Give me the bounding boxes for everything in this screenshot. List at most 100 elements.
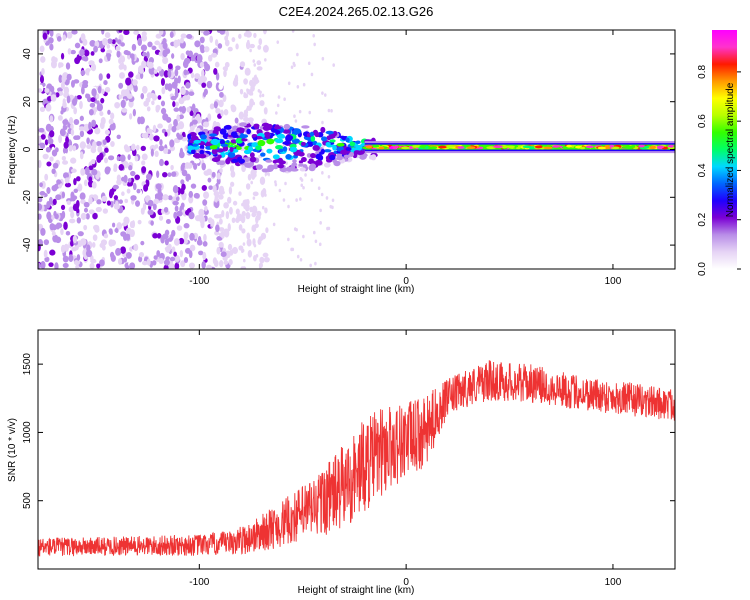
spectrogram-cell	[310, 152, 316, 159]
spectrogram-panel: -100 0 100 -40 -20 0 20 40 Height of straight …	[7, 29, 680, 295]
spectrogram-cell	[283, 123, 291, 130]
spectrogram-cell	[46, 161, 52, 167]
spectrogram-cell	[180, 87, 186, 96]
spectrogram-cell	[231, 217, 236, 224]
spectrogram-cell	[120, 42, 125, 47]
spectrogram-cell	[66, 31, 73, 39]
spectrogram-cell	[149, 92, 156, 98]
spectrogram-cell	[329, 154, 336, 161]
spectrogram-cell	[114, 101, 121, 109]
spectrogram-cell	[343, 154, 350, 159]
spectrogram-cell	[209, 35, 214, 43]
spectrogram-cell	[110, 251, 115, 259]
spectrogram-cell	[285, 134, 294, 141]
spectrogram-cell	[140, 72, 144, 79]
spectrogram-cell	[179, 250, 184, 258]
spectrogram-cell	[312, 34, 316, 38]
spectrogram-cell	[411, 145, 420, 148]
spectrogram-cell	[219, 91, 224, 98]
spectrogram-cell	[100, 47, 106, 53]
spectrogram-cell	[261, 93, 265, 98]
spectrogram-cell	[300, 178, 304, 182]
spectrogram-cell	[143, 132, 149, 139]
spectrogram-cell	[224, 35, 229, 42]
spectrogram-cell	[315, 153, 323, 160]
spectrogram-cell	[211, 149, 218, 155]
spectrogram-cell	[49, 223, 55, 231]
spectrogram-cell	[247, 117, 254, 123]
spectrogram-cell	[63, 221, 68, 230]
spectrogram-cell	[160, 100, 166, 107]
spectrogram-cell	[309, 163, 317, 169]
spectrogram-cell	[123, 30, 130, 36]
spectrogram-cell	[54, 122, 60, 128]
spectrogram-cell	[259, 93, 262, 98]
chart-title: C2E4.2024.265.02.13.G26	[279, 4, 434, 19]
spectrogram-cell	[143, 100, 149, 107]
spectrogram-cell	[163, 147, 169, 155]
spectrogram-cell	[141, 85, 148, 94]
spectrogram-cell	[94, 127, 101, 135]
spectrogram-cell	[230, 131, 238, 138]
spectrogram-cell	[82, 38, 88, 46]
spectrogram-cell	[113, 203, 120, 210]
spectrogram-cell	[202, 241, 208, 247]
spectrogram-cell	[154, 144, 159, 149]
spectrogram-cell	[185, 173, 191, 182]
spectrogram-cell	[266, 148, 273, 154]
spectrogram-cell	[327, 108, 331, 113]
spectrogram-cell	[83, 123, 90, 132]
spectrogram-cell	[200, 76, 208, 82]
spectrogram-cell	[51, 231, 56, 237]
spectrogram-cell	[40, 261, 46, 269]
spectrogram-cell	[89, 70, 94, 79]
spectrogram-cell	[675, 146, 680, 149]
spectrogram-cell	[70, 128, 75, 136]
spectrogram-cell	[161, 208, 165, 215]
spectrogram-cell	[90, 63, 97, 72]
spectrogram-cell	[245, 105, 252, 111]
spectrogram-cell	[73, 259, 81, 266]
spectrogram-cell	[204, 205, 208, 212]
spectrogram-cell	[48, 196, 53, 205]
spectrogram-cell	[223, 260, 229, 265]
spectrogram-cell	[64, 182, 72, 188]
spectrogram-cell	[64, 177, 70, 184]
spectrogram-cell	[190, 148, 196, 155]
spectrogram-cell	[277, 163, 285, 169]
spectrogram-cell	[292, 61, 296, 66]
spectrogram-cell	[130, 170, 136, 177]
spectrogram-y-label: Frequency (Hz)	[7, 116, 18, 185]
spectrogram-cell	[214, 61, 220, 68]
spectrogram-cell	[223, 202, 229, 209]
spectrogram-cell	[69, 218, 76, 224]
spectrogram-cell	[41, 67, 45, 76]
spectrogram-cell	[140, 240, 145, 246]
spectrogram-cell	[162, 113, 169, 121]
spectrogram-cell	[78, 126, 85, 132]
spectrogram-cell	[323, 149, 332, 153]
spectrogram-cell	[188, 179, 192, 185]
spectrogram-marks	[38, 30, 680, 269]
spectrogram-cell	[213, 214, 221, 219]
spectrogram-cell	[88, 176, 93, 183]
spectrogram-cell	[40, 134, 46, 140]
spectrogram-cell	[232, 246, 238, 255]
spectrogram-cell	[298, 109, 302, 114]
spectrogram-cell	[534, 145, 543, 149]
spectrogram-cell	[325, 196, 329, 200]
spectrogram-cell	[109, 123, 116, 131]
spectrogram-cell	[254, 124, 259, 130]
spectrogram-cell	[430, 146, 438, 149]
spectrogram-cell	[104, 129, 111, 135]
spectrogram-cell	[112, 184, 119, 190]
spectrogram-cell	[310, 135, 316, 142]
spectrogram-cell	[252, 101, 256, 106]
spectrogram-cell	[227, 46, 233, 52]
spectrogram-cell	[167, 83, 173, 92]
spectrogram-cell	[329, 204, 333, 209]
spectrogram-cell	[185, 50, 190, 56]
spectrogram-cell	[129, 53, 135, 59]
spectrogram-cell	[116, 179, 122, 186]
spectrogram-cell	[251, 212, 257, 218]
